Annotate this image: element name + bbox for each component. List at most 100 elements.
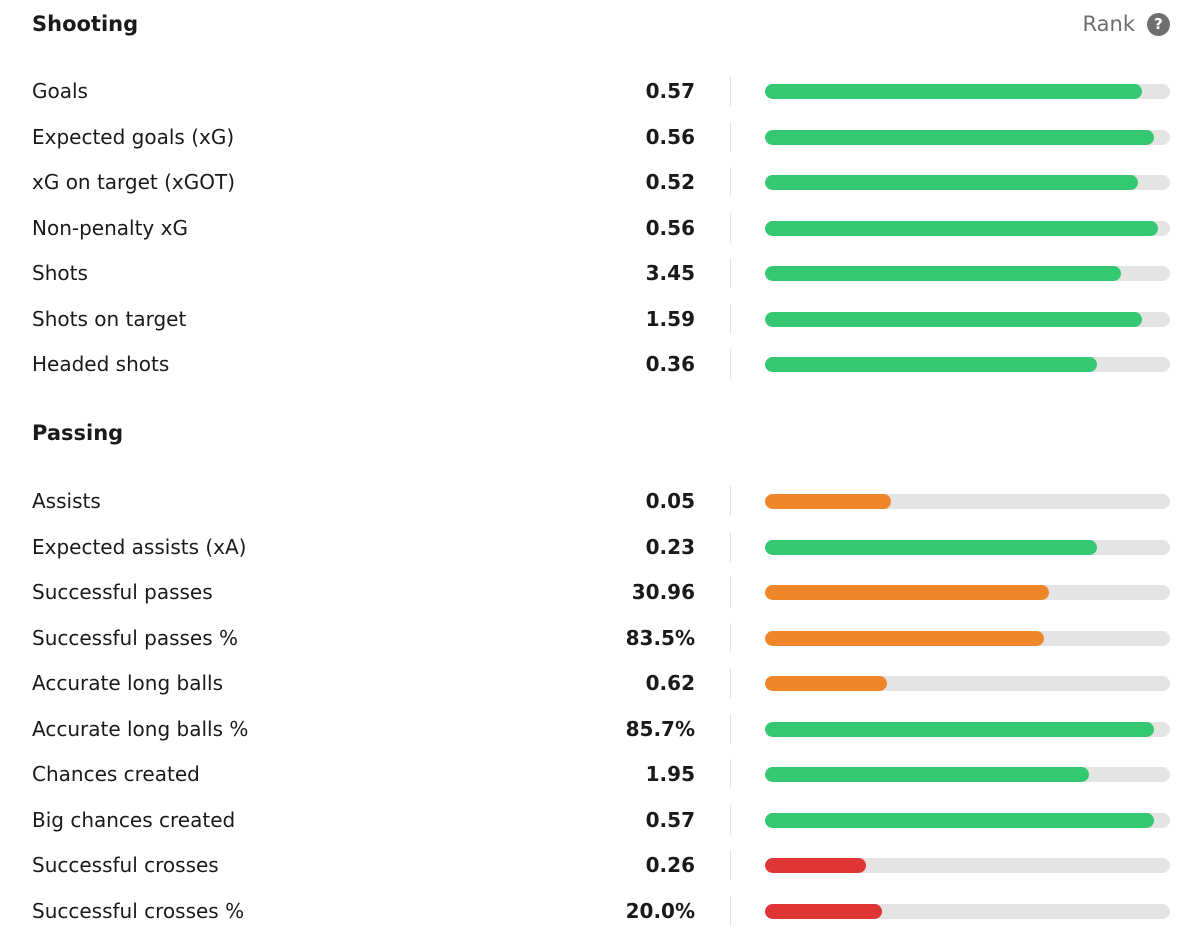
percentile-bar bbox=[765, 630, 1170, 646]
percentile-bar-fill bbox=[765, 494, 891, 509]
percentile-bar bbox=[765, 175, 1170, 190]
stat-value: 0.23 bbox=[645, 534, 695, 559]
question-mark-icon[interactable]: ? bbox=[1147, 12, 1170, 36]
percentile-bar bbox=[765, 721, 1170, 737]
stat-row: Chances created 1.95 bbox=[32, 756, 1170, 792]
stat-row: Headed shots 0.36 bbox=[32, 346, 1170, 382]
stat-row: Shots 3.45 bbox=[32, 255, 1170, 291]
stat-value: 0.56 bbox=[645, 215, 695, 240]
percentile-bar-fill bbox=[765, 812, 1154, 828]
section-title: Passing bbox=[32, 421, 124, 445]
row-divider bbox=[730, 76, 731, 106]
stat-row: Big chances created 0.57 bbox=[32, 802, 1170, 838]
stat-label: Big chances created bbox=[32, 807, 236, 832]
stat-label: Chances created bbox=[32, 762, 200, 786]
percentile-bar bbox=[765, 858, 1170, 873]
stat-value: 30.96 bbox=[631, 580, 695, 604]
row-divider bbox=[730, 303, 731, 334]
percentile-bar-fill bbox=[765, 676, 887, 691]
section-title: Shooting bbox=[32, 12, 139, 36]
stat-row: Assists 0.05 bbox=[32, 483, 1170, 519]
percentile-bar bbox=[765, 311, 1170, 327]
percentile-bar-fill bbox=[765, 266, 1122, 281]
percentile-bar-fill bbox=[765, 175, 1138, 190]
percentile-bar bbox=[765, 220, 1170, 236]
stat-label: Successful passes bbox=[32, 580, 213, 604]
stat-value: 85.7% bbox=[625, 716, 695, 741]
row-divider bbox=[730, 349, 731, 379]
percentile-bar-fill bbox=[765, 721, 1154, 737]
stat-value: 0.56 bbox=[645, 124, 695, 149]
stat-row: Successful passes 30.96 bbox=[32, 574, 1170, 610]
stat-row: Successful crosses % 20.0% bbox=[32, 893, 1170, 929]
row-divider bbox=[730, 121, 731, 152]
stat-row: xG on target (xGOT) 0.52 bbox=[32, 164, 1170, 200]
percentile-bar-fill bbox=[765, 858, 867, 873]
percentile-bar-fill bbox=[765, 903, 883, 919]
percentile-bar-fill bbox=[765, 220, 1158, 236]
stat-label: Successful crosses % bbox=[32, 898, 245, 923]
stat-value: 3.45 bbox=[645, 261, 695, 285]
stat-label: xG on target (xGOT) bbox=[32, 170, 236, 194]
percentile-bar bbox=[765, 129, 1170, 145]
row-divider bbox=[730, 486, 731, 516]
stat-row: Shots on target 1.59 bbox=[32, 301, 1170, 337]
stat-label: Expected assists (xA) bbox=[32, 534, 247, 559]
stat-row: Successful crosses 0.26 bbox=[32, 847, 1170, 883]
row-divider bbox=[730, 212, 731, 243]
percentile-bar-fill bbox=[765, 129, 1154, 145]
rank-header: Rank? bbox=[1083, 9, 1170, 39]
percentile-bar bbox=[765, 539, 1170, 555]
stat-label: Successful passes % bbox=[32, 625, 239, 650]
row-divider bbox=[730, 850, 731, 880]
percentile-bar-fill bbox=[765, 539, 1098, 555]
percentile-bar bbox=[765, 494, 1170, 509]
section-header-passing: Passing bbox=[32, 418, 1170, 448]
percentile-bar bbox=[765, 585, 1170, 600]
stat-row: Successful passes % 83.5% bbox=[32, 620, 1170, 656]
stat-label: Assists bbox=[32, 489, 101, 513]
stat-value: 1.95 bbox=[645, 762, 695, 786]
stat-value: 0.62 bbox=[645, 671, 695, 695]
stat-value: 0.36 bbox=[645, 352, 695, 376]
row-divider bbox=[730, 167, 731, 197]
percentile-bar-fill bbox=[765, 585, 1049, 600]
stat-value: 0.26 bbox=[645, 853, 695, 877]
stat-label: Accurate long balls % bbox=[32, 716, 249, 741]
row-divider bbox=[730, 895, 731, 926]
percentile-bar bbox=[765, 676, 1170, 691]
row-divider bbox=[730, 577, 731, 607]
percentile-bar bbox=[765, 903, 1170, 919]
row-divider bbox=[730, 804, 731, 835]
percentile-bar bbox=[765, 812, 1170, 828]
stat-value: 0.05 bbox=[645, 489, 695, 513]
stat-label: Successful crosses bbox=[32, 853, 219, 877]
percentile-bar-fill bbox=[765, 357, 1098, 372]
stat-value: 83.5% bbox=[625, 625, 695, 650]
row-divider bbox=[730, 531, 731, 562]
row-divider bbox=[730, 759, 731, 789]
row-divider bbox=[730, 668, 731, 698]
stat-row: Goals 0.57 bbox=[32, 73, 1170, 109]
section-header-shooting: Shooting Rank? bbox=[32, 9, 1170, 39]
stat-row: Expected goals (xG) 0.56 bbox=[32, 119, 1170, 155]
stat-value: 20.0% bbox=[625, 898, 695, 923]
stat-label: Expected goals (xG) bbox=[32, 124, 235, 149]
stat-label: Accurate long balls bbox=[32, 671, 223, 695]
stat-row: Accurate long balls % 85.7% bbox=[32, 711, 1170, 747]
row-divider bbox=[730, 258, 731, 288]
stat-row: Expected assists (xA) 0.23 bbox=[32, 529, 1170, 565]
stat-value: 0.57 bbox=[645, 79, 695, 103]
stat-value: 1.59 bbox=[645, 306, 695, 331]
percentile-bar-fill bbox=[765, 630, 1045, 646]
percentile-bar bbox=[765, 84, 1170, 99]
stat-value: 0.57 bbox=[645, 807, 695, 832]
stat-row: Accurate long balls 0.62 bbox=[32, 665, 1170, 701]
rank-label: Rank bbox=[1082, 12, 1135, 36]
stat-label: Non-penalty xG bbox=[32, 215, 188, 240]
stat-label: Shots on target bbox=[32, 306, 187, 331]
percentile-bar-fill bbox=[765, 767, 1089, 782]
row-divider bbox=[730, 622, 731, 653]
stat-label: Headed shots bbox=[32, 352, 170, 376]
stat-label: Shots bbox=[32, 261, 88, 285]
